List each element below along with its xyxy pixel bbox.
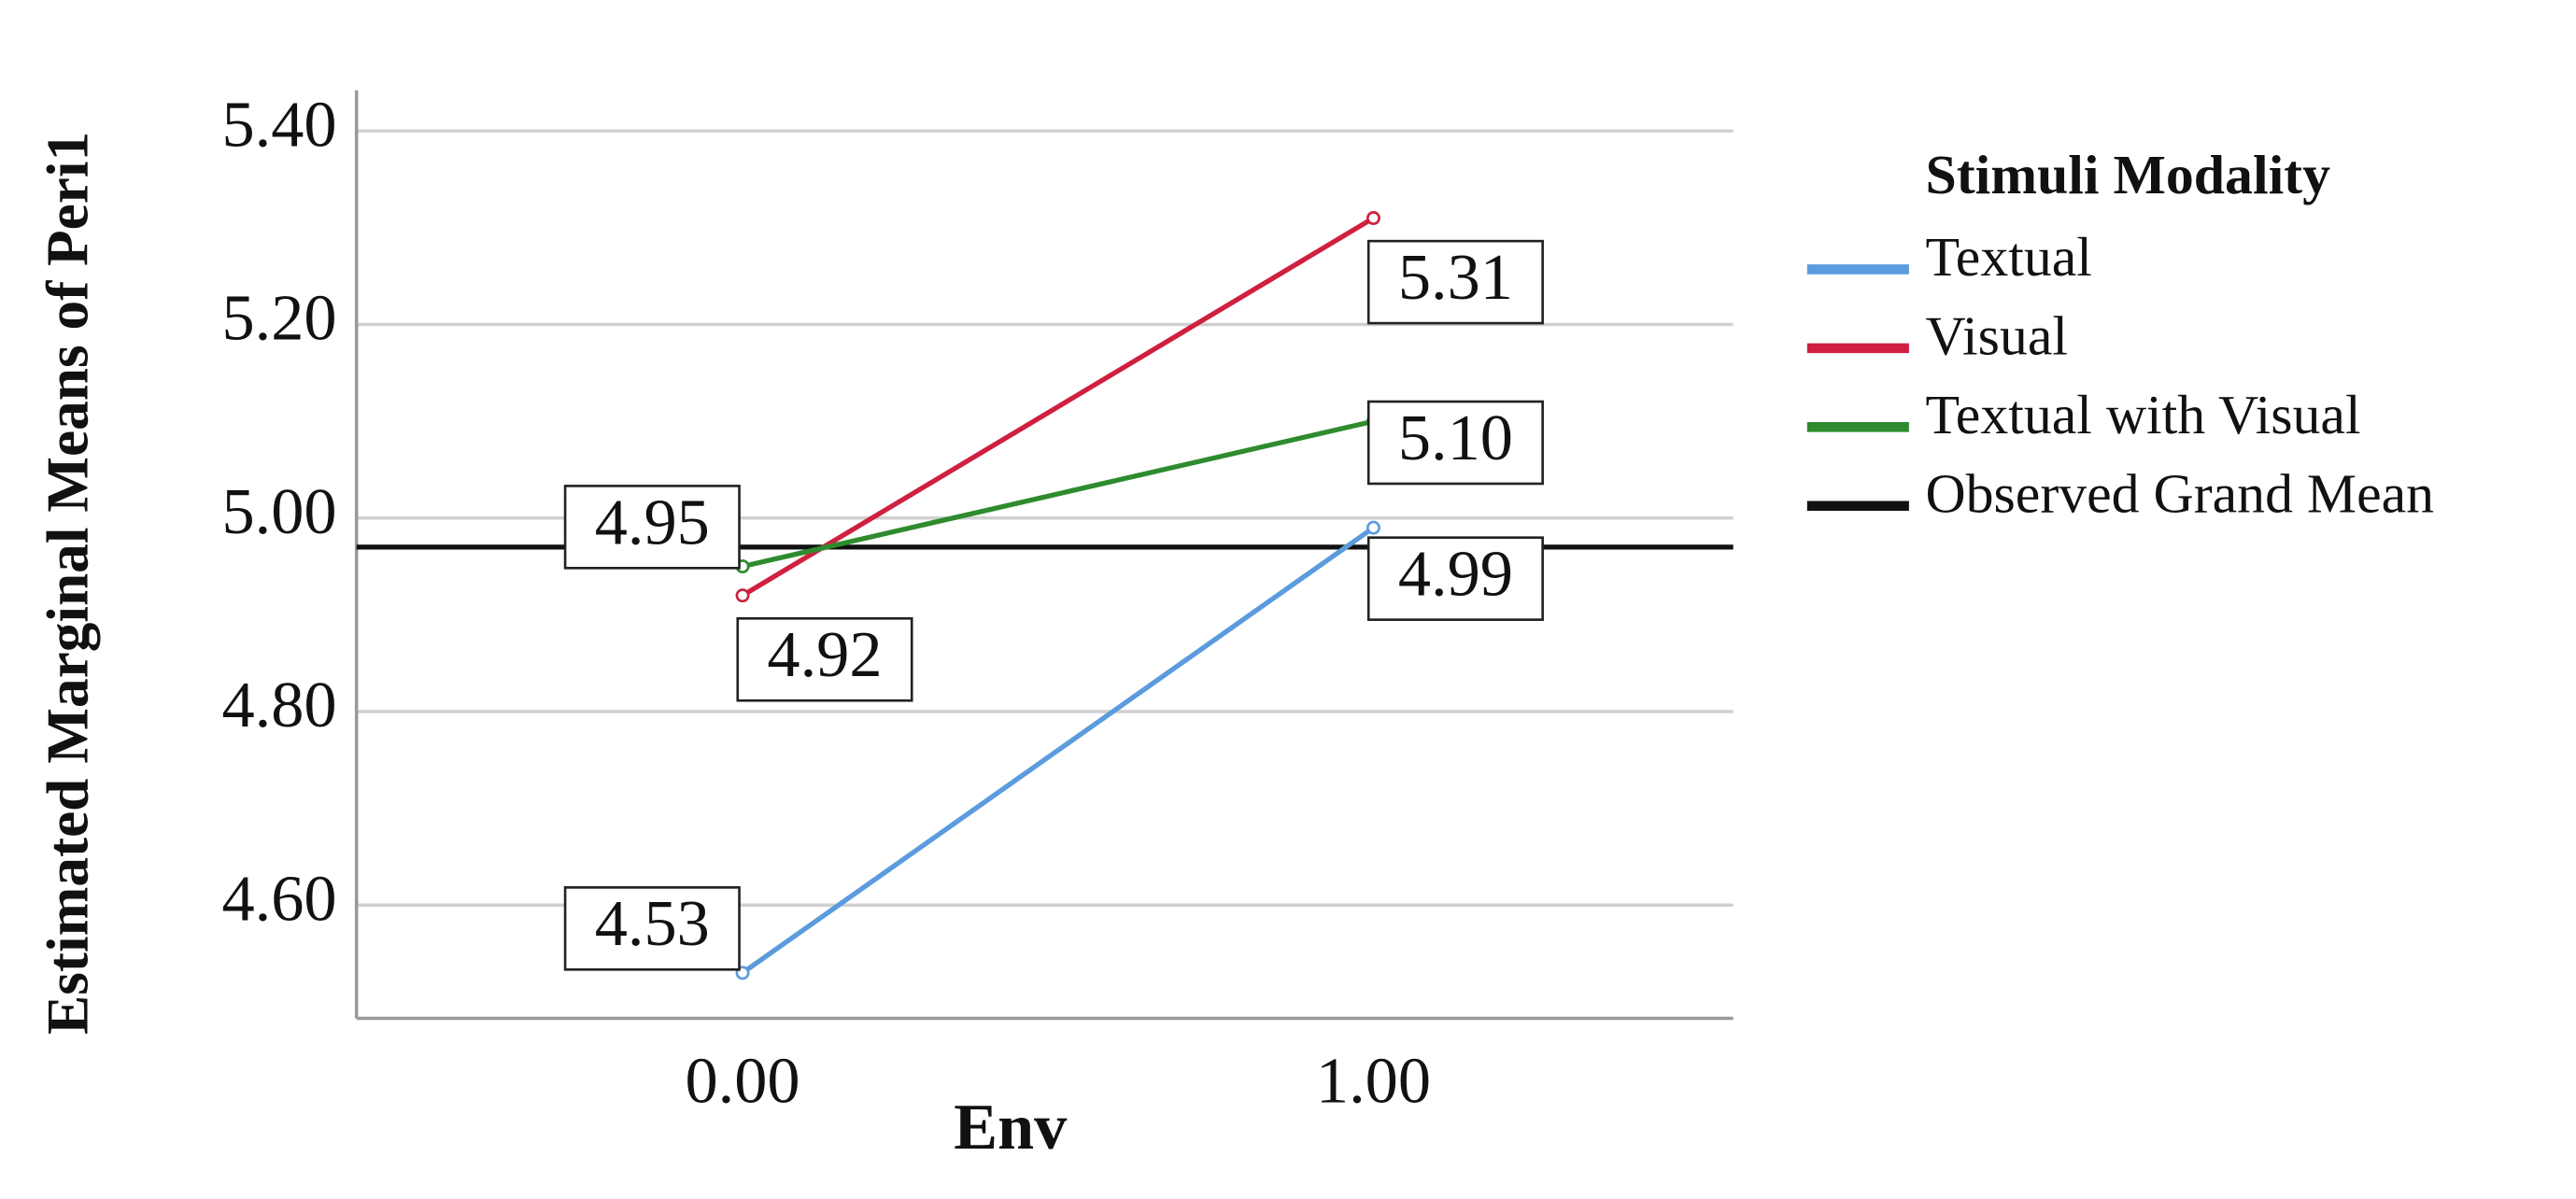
point: [1366, 520, 1380, 535]
x-tick-label: 0.00: [685, 1045, 800, 1118]
y-axis-title: Estimated Marginal Means of Peri1: [35, 132, 101, 1035]
y-tick-label: 5.20: [221, 282, 336, 355]
value-label: 5.31: [1398, 241, 1513, 314]
label-box: [563, 886, 741, 971]
legend-label: Observed Grand Mean: [1925, 462, 2434, 524]
series-line: [741, 216, 1375, 598]
y-tick-label: 4.60: [221, 862, 336, 935]
legend-title: Stimuli Modality: [1925, 144, 2330, 205]
y-tick-label: 5.40: [221, 88, 336, 161]
y-tick-label: 4.80: [221, 669, 336, 741]
point: [735, 588, 750, 603]
legend-label: Textual: [1925, 226, 2091, 288]
legend-label: Textual with Visual: [1925, 384, 2360, 445]
series-line: [741, 525, 1375, 975]
x-axis-title: Env: [954, 1091, 1068, 1164]
point: [1366, 211, 1380, 226]
label-box: [563, 485, 741, 570]
value-label: 4.99: [1398, 538, 1513, 611]
legend-label: Visual: [1925, 305, 2068, 367]
x-tick-label: 1.00: [1316, 1045, 1431, 1118]
y-tick-label: 5.00: [221, 475, 336, 548]
value-label: 4.92: [767, 618, 882, 691]
value-label: 5.10: [1398, 402, 1513, 474]
label-box: [1366, 536, 1544, 621]
label-box: [736, 616, 913, 702]
value-label: 4.95: [595, 486, 710, 558]
value-label: 4.53: [595, 887, 710, 960]
label-box: [1366, 400, 1544, 486]
label-box: [1366, 239, 1544, 325]
series-line: [742, 418, 1375, 570]
